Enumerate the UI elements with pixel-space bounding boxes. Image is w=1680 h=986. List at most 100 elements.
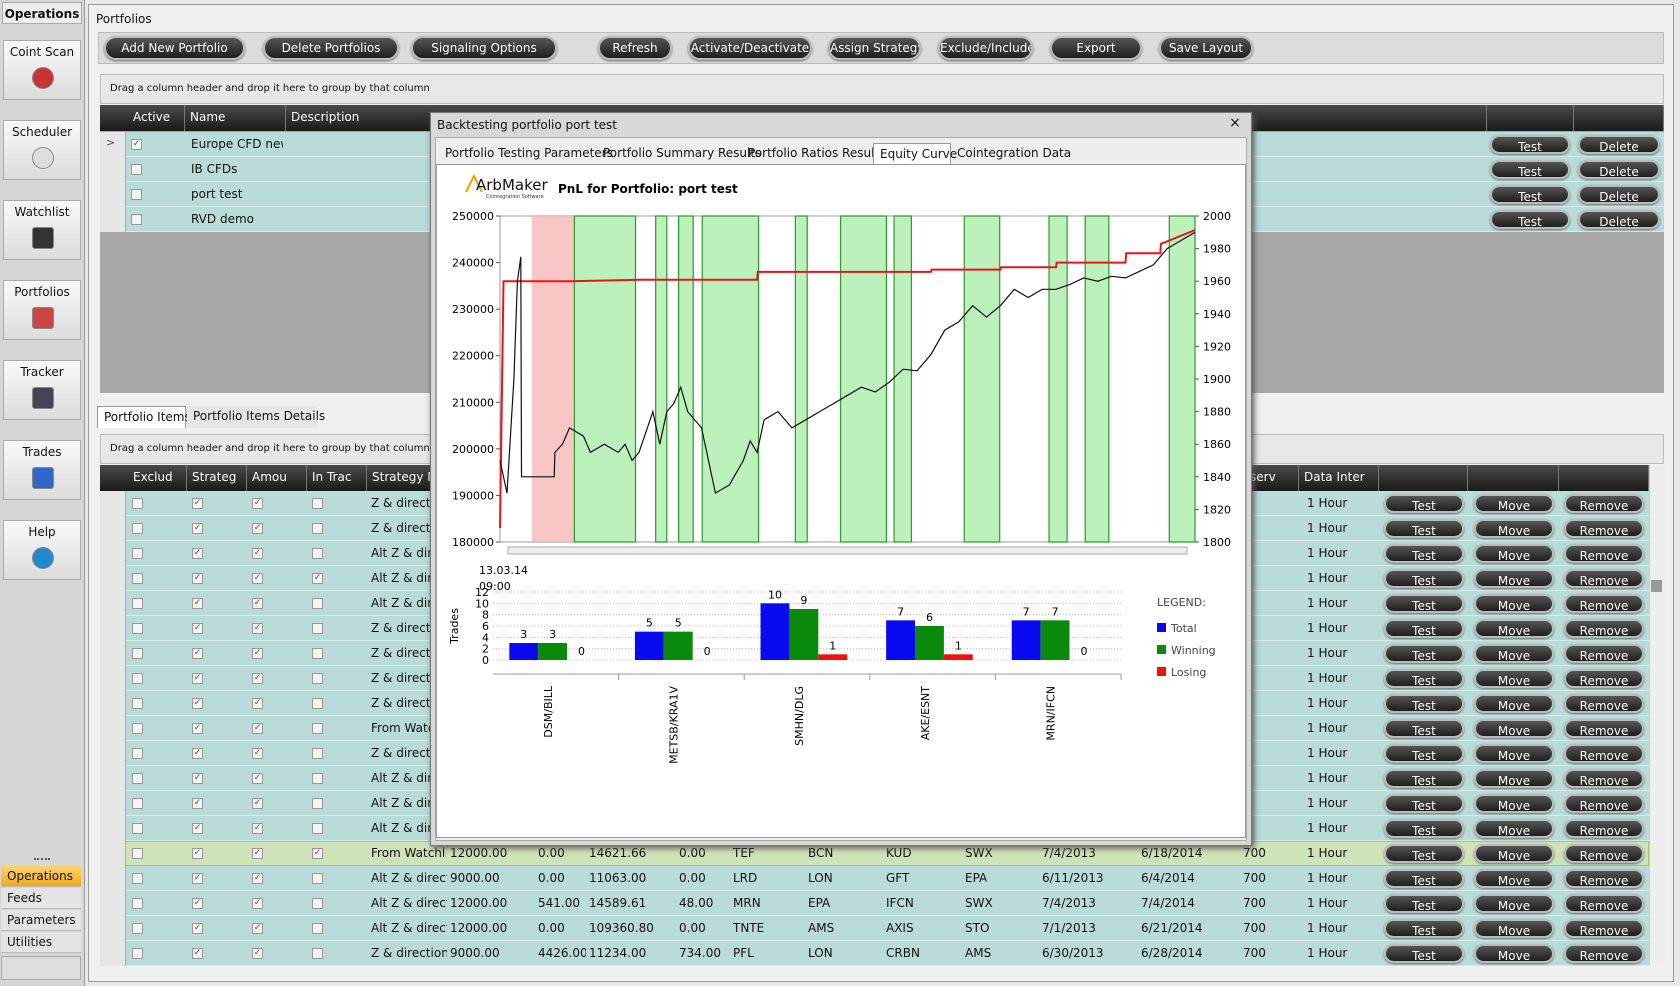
move-button[interactable]: Move <box>1474 819 1554 838</box>
active-checkbox[interactable] <box>131 214 142 225</box>
amount-checkbox[interactable] <box>252 723 263 734</box>
amount-checkbox[interactable] <box>252 748 263 759</box>
in-trade-checkbox[interactable] <box>312 923 323 934</box>
strategy-checkbox[interactable] <box>192 873 203 884</box>
sidebar-button[interactable]: Watchlist <box>3 200 81 260</box>
test-button[interactable]: Test <box>1384 594 1464 613</box>
toolbar-button[interactable]: Exclude/Include <box>938 36 1033 60</box>
dialog-tab[interactable]: Cointegration Data <box>957 146 1072 160</box>
move-button[interactable]: Move <box>1474 544 1554 563</box>
strategy-checkbox[interactable] <box>192 698 203 709</box>
test-button[interactable]: Test <box>1384 544 1464 563</box>
nav-item[interactable]: Feeds <box>1 888 81 909</box>
remove-button[interactable]: Remove <box>1564 519 1644 538</box>
sidebar-button[interactable]: Help <box>3 520 81 580</box>
move-button[interactable]: Move <box>1474 694 1554 713</box>
in-trade-checkbox[interactable] <box>312 823 323 834</box>
move-button[interactable]: Move <box>1474 494 1554 513</box>
move-button[interactable]: Move <box>1474 869 1554 888</box>
amount-checkbox[interactable] <box>252 673 263 684</box>
remove-button[interactable]: Remove <box>1564 894 1644 913</box>
strategy-checkbox[interactable] <box>192 598 203 609</box>
exclude-checkbox[interactable] <box>132 698 143 709</box>
delete-button[interactable]: Delete <box>1578 185 1660 204</box>
amount-checkbox[interactable] <box>252 623 263 634</box>
test-button[interactable]: Test <box>1384 494 1464 513</box>
in-trade-checkbox[interactable] <box>312 723 323 734</box>
dialog-tab[interactable]: Portfolio Ratios Results <box>748 146 886 160</box>
exclude-checkbox[interactable] <box>132 648 143 659</box>
remove-button[interactable]: Remove <box>1564 594 1644 613</box>
in-trade-checkbox[interactable] <box>312 748 323 759</box>
remove-button[interactable]: Remove <box>1564 944 1644 963</box>
move-button[interactable]: Move <box>1474 644 1554 663</box>
column-header[interactable]: serv <box>1245 465 1299 491</box>
toolbar-button[interactable]: Activate/Deactivate <box>688 36 812 60</box>
exclude-checkbox[interactable] <box>132 898 143 909</box>
remove-button[interactable]: Remove <box>1564 794 1644 813</box>
remove-button[interactable]: Remove <box>1564 669 1644 688</box>
test-button[interactable]: Test <box>1384 769 1464 788</box>
exclude-checkbox[interactable] <box>132 773 143 784</box>
move-button[interactable]: Move <box>1474 919 1554 938</box>
in-trade-checkbox[interactable] <box>312 848 323 859</box>
in-trade-checkbox[interactable] <box>312 948 323 959</box>
test-button[interactable]: Test <box>1384 519 1464 538</box>
remove-button[interactable]: Remove <box>1564 619 1644 638</box>
test-button[interactable]: Test <box>1384 694 1464 713</box>
test-button[interactable]: Test <box>1384 569 1464 588</box>
test-button[interactable]: Test <box>1384 919 1464 938</box>
test-button[interactable]: Test <box>1490 185 1570 204</box>
amount-checkbox[interactable] <box>252 773 263 784</box>
exclude-checkbox[interactable] <box>132 798 143 809</box>
exclude-checkbox[interactable] <box>132 598 143 609</box>
test-button[interactable]: Test <box>1384 719 1464 738</box>
in-trade-checkbox[interactable] <box>312 623 323 634</box>
remove-button[interactable]: Remove <box>1564 919 1644 938</box>
in-trade-checkbox[interactable] <box>312 498 323 509</box>
remove-button[interactable]: Remove <box>1564 494 1644 513</box>
move-button[interactable]: Move <box>1474 719 1554 738</box>
toolbar-button[interactable]: Assign Strategy <box>828 36 921 60</box>
move-button[interactable]: Move <box>1474 569 1554 588</box>
exclude-checkbox[interactable] <box>132 748 143 759</box>
amount-checkbox[interactable] <box>252 648 263 659</box>
amount-checkbox[interactable] <box>252 798 263 809</box>
move-button[interactable]: Move <box>1474 844 1554 863</box>
exclude-checkbox[interactable] <box>132 873 143 884</box>
strategy-checkbox[interactable] <box>192 798 203 809</box>
amount-checkbox[interactable] <box>252 873 263 884</box>
move-button[interactable]: Move <box>1474 794 1554 813</box>
amount-checkbox[interactable] <box>252 848 263 859</box>
in-trade-checkbox[interactable] <box>312 698 323 709</box>
strategy-checkbox[interactable] <box>192 948 203 959</box>
in-trade-checkbox[interactable] <box>312 673 323 684</box>
strategy-checkbox[interactable] <box>192 548 203 559</box>
dialog-tab[interactable]: Portfolio Testing Parameters <box>445 146 613 160</box>
exclude-checkbox[interactable] <box>132 848 143 859</box>
strategy-checkbox[interactable] <box>192 623 203 634</box>
strategy-checkbox[interactable] <box>192 573 203 584</box>
strategy-checkbox[interactable] <box>192 748 203 759</box>
toolbar-button[interactable]: Delete Portfolios <box>263 36 399 60</box>
amount-checkbox[interactable] <box>252 923 263 934</box>
remove-button[interactable]: Remove <box>1564 719 1644 738</box>
move-button[interactable]: Move <box>1474 944 1554 963</box>
nav-item[interactable]: Operations <box>1 866 81 887</box>
toolbar-button[interactable]: Refresh <box>598 36 672 60</box>
in-trade-checkbox[interactable] <box>312 523 323 534</box>
dialog-tab[interactable]: Equity Curve <box>873 143 957 164</box>
toolbar-button[interactable]: Export <box>1050 36 1142 60</box>
items-tab[interactable]: Portfolio Items <box>97 406 191 428</box>
in-trade-checkbox[interactable] <box>312 898 323 909</box>
in-trade-checkbox[interactable] <box>312 873 323 884</box>
move-button[interactable]: Move <box>1474 769 1554 788</box>
dialog-tab[interactable]: Portfolio Summary Results <box>603 146 762 160</box>
move-button[interactable]: Move <box>1474 744 1554 763</box>
test-button[interactable]: Test <box>1490 160 1570 179</box>
amount-checkbox[interactable] <box>252 523 263 534</box>
remove-button[interactable]: Remove <box>1564 769 1644 788</box>
amount-checkbox[interactable] <box>252 823 263 834</box>
test-button[interactable]: Test <box>1384 844 1464 863</box>
test-button[interactable]: Test <box>1384 869 1464 888</box>
